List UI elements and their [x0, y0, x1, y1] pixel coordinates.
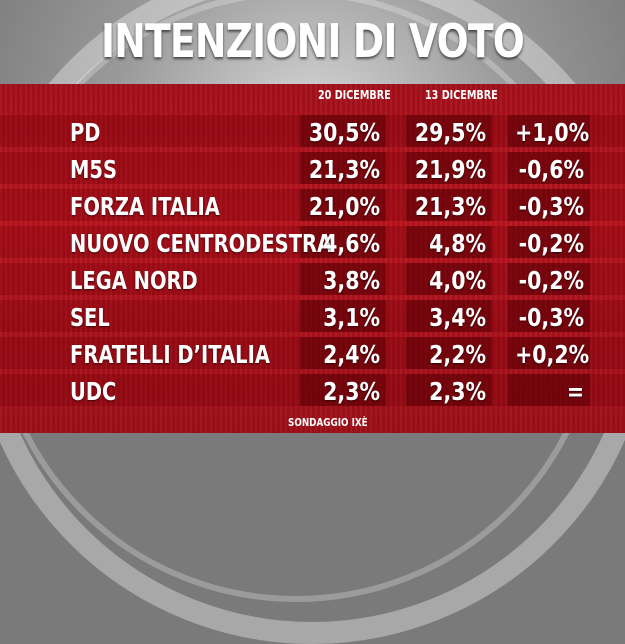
value-change: +1,0%	[515, 118, 590, 147]
party-name: UDC	[70, 377, 117, 406]
cell-background	[300, 300, 386, 332]
party-name: SEL	[70, 303, 110, 332]
value-change: -0,2%	[518, 266, 584, 295]
cell-background	[406, 226, 492, 258]
value-change: -0,3%	[518, 192, 584, 221]
table-row: SEL 3,1% 3,4% -0,3%	[0, 298, 625, 334]
table-row: LEGA NORD 3,8% 4,0% -0,2%	[0, 261, 625, 297]
cell-background	[508, 189, 590, 221]
source-note: SONDAGGIO IXÈ	[288, 416, 368, 429]
party-name: FORZA ITALIA	[70, 192, 220, 221]
value-20-dicembre: 2,4%	[323, 340, 380, 369]
party-name: NUOVO CENTRODESTRA	[70, 229, 333, 258]
value-20-dicembre: 30,5%	[308, 118, 380, 147]
cell-background	[300, 115, 386, 147]
column-header-20-dicembre: 20 DICEMBRE	[318, 88, 391, 102]
column-header-13-dicembre: 13 DICEMBRE	[425, 88, 498, 102]
cell-background	[508, 300, 590, 332]
value-change: -0,6%	[518, 155, 584, 184]
value-13-dicembre: 21,9%	[414, 155, 486, 184]
cell-background	[406, 300, 492, 332]
value-13-dicembre: 4,8%	[429, 229, 486, 258]
cell-background	[508, 374, 590, 406]
value-20-dicembre: 3,1%	[323, 303, 380, 332]
value-20-dicembre: 21,0%	[308, 192, 380, 221]
value-20-dicembre: 4,6%	[323, 229, 380, 258]
cell-background	[300, 374, 386, 406]
value-13-dicembre: 3,4%	[429, 303, 486, 332]
chart-title: INTENZIONI DI VOTO	[101, 14, 525, 68]
value-change: +0,2%	[515, 340, 590, 369]
value-change: -0,2%	[518, 229, 584, 258]
value-change: =	[566, 377, 584, 406]
value-20-dicembre: 2,3%	[323, 377, 380, 406]
cell-background	[508, 152, 590, 184]
cell-background	[300, 189, 386, 221]
value-13-dicembre: 2,3%	[429, 377, 486, 406]
party-name: M5S	[70, 155, 118, 184]
value-13-dicembre: 2,2%	[429, 340, 486, 369]
value-change: -0,3%	[518, 303, 584, 332]
table-row: FRATELLI D’ITALIA 2,4% 2,2% +0,2%	[0, 335, 625, 371]
cell-background	[300, 263, 386, 295]
cell-background	[406, 115, 492, 147]
value-20-dicembre: 21,3%	[308, 155, 380, 184]
cell-background	[406, 189, 492, 221]
party-name: FRATELLI D’ITALIA	[70, 340, 270, 369]
cell-background	[406, 374, 492, 406]
cell-background	[300, 337, 386, 369]
cell-background	[406, 263, 492, 295]
cell-background	[508, 115, 590, 147]
table-row: UDC 2,3% 2,3% =	[0, 372, 625, 408]
value-13-dicembre: 4,0%	[429, 266, 486, 295]
cell-background	[508, 263, 590, 295]
value-13-dicembre: 29,5%	[414, 118, 486, 147]
party-name: PD	[70, 118, 101, 147]
cell-background	[300, 226, 386, 258]
cell-background	[406, 337, 492, 369]
table-row: PD 30,5% 29,5% +1,0%	[0, 113, 625, 149]
table-row: FORZA ITALIA 21,0% 21,3% -0,3%	[0, 187, 625, 223]
cell-background	[508, 226, 590, 258]
table-row: NUOVO CENTRODESTRA 4,6% 4,8% -0,2%	[0, 224, 625, 260]
value-13-dicembre: 21,3%	[414, 192, 486, 221]
party-name: LEGA NORD	[70, 266, 198, 295]
cell-background	[406, 152, 492, 184]
table-row: M5S 21,3% 21,9% -0,6%	[0, 150, 625, 186]
cell-background	[300, 152, 386, 184]
value-20-dicembre: 3,8%	[323, 266, 380, 295]
cell-background	[508, 337, 590, 369]
